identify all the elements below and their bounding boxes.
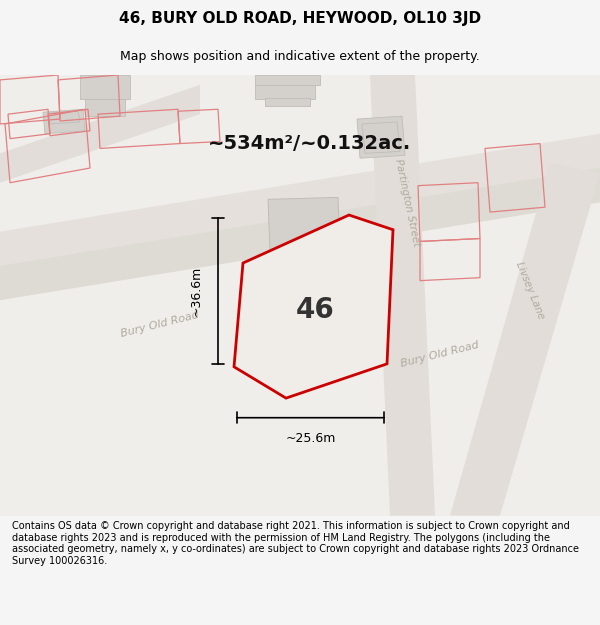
Polygon shape [370,75,435,516]
Polygon shape [0,85,200,182]
Polygon shape [43,109,85,134]
Polygon shape [234,215,393,398]
Text: ~36.6m: ~36.6m [190,266,203,316]
Polygon shape [268,198,340,251]
Text: Contains OS data © Crown copyright and database right 2021. This information is : Contains OS data © Crown copyright and d… [12,521,579,566]
Text: ~25.6m: ~25.6m [286,432,335,446]
Polygon shape [85,99,125,116]
Text: Bury Old Road: Bury Old Road [400,339,480,369]
Text: Map shows position and indicative extent of the property.: Map shows position and indicative extent… [120,50,480,62]
Polygon shape [450,163,600,516]
Polygon shape [0,168,600,300]
Polygon shape [80,75,130,99]
Text: Livsey Lane: Livsey Lane [514,260,546,321]
Polygon shape [357,116,405,158]
Polygon shape [265,98,310,106]
Polygon shape [255,85,315,99]
Text: 46, BURY OLD ROAD, HEYWOOD, OL10 3JD: 46, BURY OLD ROAD, HEYWOOD, OL10 3JD [119,11,481,26]
Polygon shape [48,111,80,124]
Polygon shape [0,134,600,271]
Polygon shape [255,75,320,85]
Text: Bury Old Road: Bury Old Road [120,310,200,339]
Polygon shape [362,122,400,153]
Polygon shape [0,75,600,516]
Text: 46: 46 [296,296,334,324]
Text: Partington Street: Partington Street [393,158,421,247]
Text: ~534m²/~0.132ac.: ~534m²/~0.132ac. [208,134,412,153]
